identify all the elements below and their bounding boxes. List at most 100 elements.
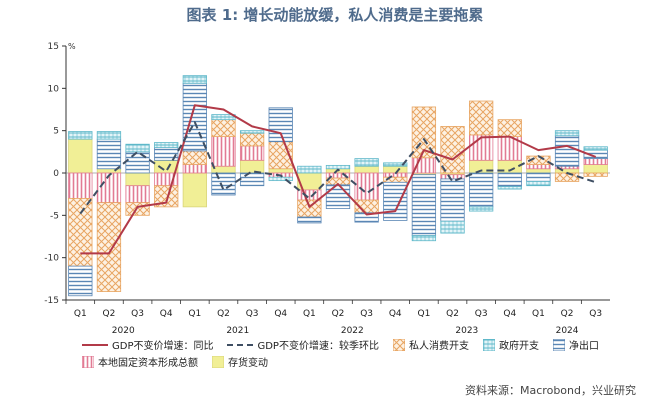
legend-item-inventory: 存货变动: [211, 354, 268, 369]
bar-consumption: [497, 119, 522, 137]
x-tick-label: Q3: [475, 309, 488, 319]
bar-government: [411, 235, 437, 242]
bar-government: [239, 130, 265, 134]
bar-consumption: [182, 150, 207, 165]
bar-net_exports: [182, 82, 207, 152]
bar-capital_formation: [526, 164, 551, 170]
legend-label-government: 政府开支: [498, 341, 539, 352]
x-tick-label: Q1: [417, 309, 430, 319]
bar-government: [325, 164, 351, 170]
bar-government: [354, 158, 379, 167]
bar-net_exports: [354, 212, 379, 223]
legend-item-consumption: 私人消费开支: [392, 337, 469, 352]
bar-inventory: [211, 165, 236, 174]
y-tick-label: -10: [44, 254, 59, 264]
bar-inventory: [268, 168, 293, 174]
y-tick-label: -5: [50, 211, 59, 221]
x-year-label: 2024: [556, 326, 579, 336]
x-year-label: 2020: [112, 326, 135, 336]
x-year-label: 2021: [226, 326, 249, 336]
y-tick-label: -15: [44, 296, 59, 306]
bar-government: [526, 181, 551, 187]
bar-government: [268, 176, 293, 182]
bar-net_exports: [68, 265, 93, 297]
bar-inventory: [383, 165, 408, 174]
y-tick-label: 5: [53, 127, 59, 137]
bar-capital_formation: [96, 172, 122, 204]
bar-inventory: [125, 172, 150, 187]
x-tick-label: Q4: [503, 309, 516, 319]
bar-inventory: [68, 138, 93, 174]
x-tick-label: Q4: [160, 309, 173, 319]
legend-swatch-consumption: [392, 338, 406, 351]
bar-government: [96, 131, 122, 140]
bar-capital_formation: [297, 189, 322, 201]
bar-net_exports: [497, 172, 522, 187]
x-tick-label: Q4: [389, 309, 402, 319]
bar-net_exports: [411, 174, 437, 237]
bar-capital_formation: [182, 164, 207, 174]
x-tick-label: Q2: [332, 309, 345, 319]
legend-label-capital-formation: 本地固定资本形成总额: [98, 358, 198, 369]
y-tick-label: 10: [48, 84, 60, 94]
bar-consumption: [211, 119, 236, 137]
legend: GDP不变价增速：同比 GDP不变价增速：较季环比 私人消费开支 政府开支 净出…: [81, 336, 642, 370]
bar-net_exports: [383, 181, 408, 221]
bar-inventory: [239, 159, 265, 174]
bar-government: [182, 75, 207, 84]
bar-consumption: [469, 100, 494, 136]
bar-inventory: [583, 164, 608, 174]
bar-consumption: [583, 172, 608, 177]
y-unit: %: [68, 42, 76, 51]
legend-item-capital-formation: 本地固定资本形成总额: [81, 354, 198, 369]
bar-net_exports: [526, 172, 551, 182]
bar-government: [583, 146, 608, 151]
x-tick-label: Q2: [561, 309, 574, 319]
bar-capital_formation: [354, 172, 379, 201]
bar-capital_formation: [469, 134, 494, 161]
x-tick-label: Q3: [589, 309, 602, 319]
legend-item-net-exports: 净出口: [552, 337, 599, 352]
x-tick-label: Q4: [274, 309, 287, 319]
bar-capital_formation: [583, 158, 608, 165]
bar-government: [469, 206, 494, 212]
x-tick-label: Q2: [217, 309, 230, 319]
source-note: 资料来源：Macrobond，兴业研究: [465, 384, 636, 397]
legend-swatch-net-exports: [552, 338, 566, 351]
bar-government: [68, 131, 93, 140]
bar-net_exports: [440, 178, 465, 222]
legend-swatch-capital-formation: [81, 355, 95, 368]
legend-label-consumption: 私人消费开支: [408, 341, 469, 352]
legend-label-yoy: GDP不变价增速：同比: [112, 341, 214, 352]
plot-area: 15 10 5 0 -5 -10 -15 Q1 Q2 Q3 Q4 Q1 Q2 Q3 Q4 Q1 Q2 Q3 Q4 Q1…: [44, 42, 610, 336]
x-tick-label: Q1: [303, 309, 316, 319]
bar-government: [383, 162, 408, 167]
x-tick-label: Q3: [131, 309, 144, 319]
bar-consumption: [68, 197, 93, 267]
bar-consumption: [239, 132, 265, 147]
legend-row-1: GDP不变价增速：同比 GDP不变价增速：较季环比 私人消费开支 政府开支 净出…: [82, 336, 642, 353]
bar-inventory: [182, 172, 207, 208]
x-tick-label: Q3: [246, 309, 259, 319]
x-year-label: 2022: [341, 326, 364, 336]
bar-consumption: [297, 199, 322, 218]
bar-net_exports: [469, 172, 494, 208]
legend-label-inventory: 存货变动: [228, 358, 268, 369]
bar-government: [554, 130, 580, 137]
bar-net_exports: [268, 107, 293, 143]
legend-item-qoq: GDP不变价增速：较季环比: [227, 337, 379, 352]
bar-net_exports: [325, 184, 351, 209]
bar-net_exports: [125, 151, 150, 174]
bar-government: [440, 220, 465, 234]
y-tick-label: 0: [53, 169, 59, 179]
bar-consumption: [440, 126, 465, 174]
chart-title: 图表 1: 增长动能放缓，私人消费是主要拖累: [186, 6, 484, 24]
bar-government: [497, 186, 522, 190]
legend-label-net-exports: 净出口: [568, 341, 599, 352]
legend-dash-qoq-swatch: [227, 343, 254, 346]
legend-row-2: 本地固定资本形成总额 存货变动: [81, 353, 642, 370]
x-tick-label: Q3: [360, 309, 373, 319]
bar-net_exports: [297, 216, 322, 224]
x-tick-label: Q2: [446, 309, 459, 319]
